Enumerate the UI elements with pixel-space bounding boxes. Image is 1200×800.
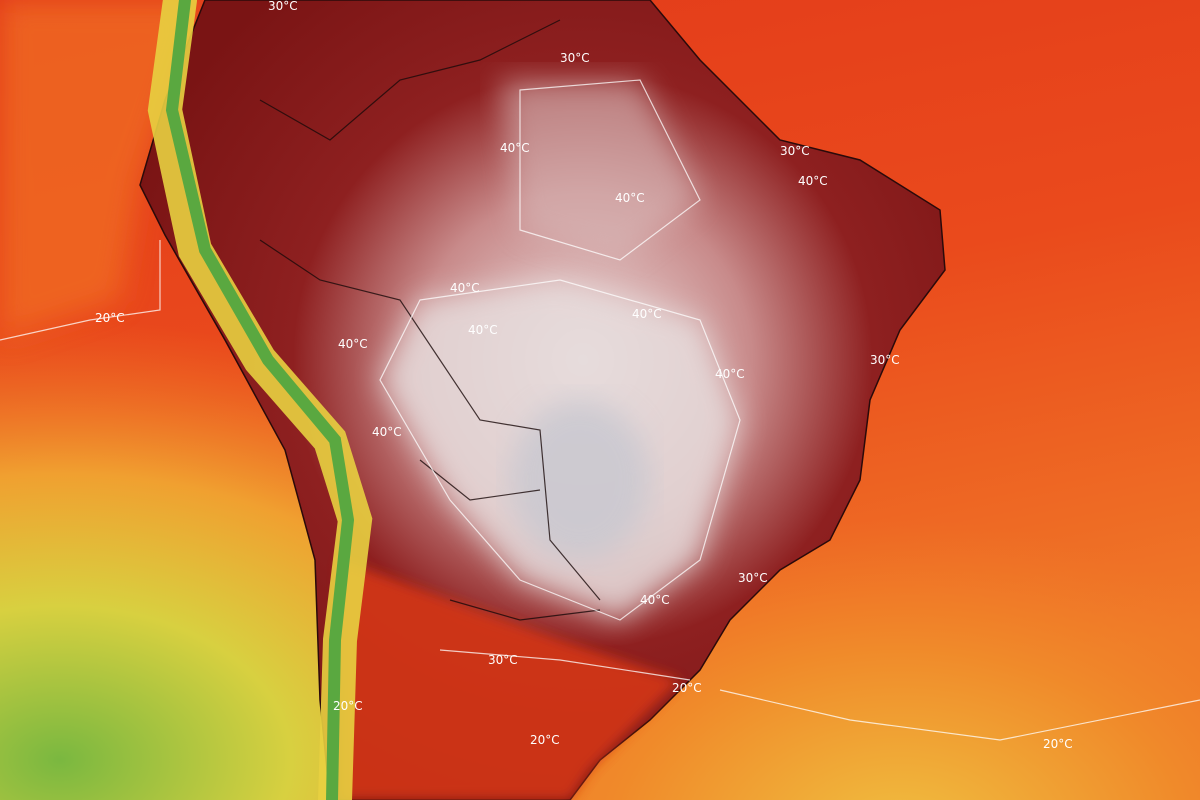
isotherm-label: 40°C bbox=[500, 141, 530, 155]
hot-core-grey bbox=[510, 400, 650, 560]
isotherm-lines bbox=[0, 79, 1200, 741]
isotherm-label: 40°C bbox=[468, 323, 498, 337]
isotherm-label: 40°C bbox=[372, 425, 402, 439]
isotherm-label: 20°C bbox=[530, 733, 560, 747]
isotherm-label: 40°C bbox=[715, 367, 745, 381]
isotherm-label: 30°C bbox=[268, 0, 298, 13]
isotherm-label: 40°C bbox=[338, 337, 368, 351]
isotherm-label: 20°C bbox=[333, 699, 363, 713]
isotherm-label: 40°C bbox=[450, 281, 480, 295]
isotherm-label: 30°C bbox=[870, 353, 900, 367]
isotherm-label: 20°C bbox=[1043, 737, 1073, 751]
west-orange-band bbox=[0, 0, 200, 340]
isotherm-label: 30°C bbox=[780, 144, 810, 158]
northern-pale-area bbox=[500, 80, 700, 260]
isotherm-label: 20°C bbox=[672, 681, 702, 695]
andes-green-strip bbox=[165, 0, 355, 800]
isotherm-label: 30°C bbox=[488, 653, 518, 667]
southern-cone-red bbox=[340, 560, 680, 800]
isotherm-label: 30°C bbox=[738, 571, 768, 585]
isotherm-label: 20°C bbox=[95, 311, 125, 325]
isotherm-label: 40°C bbox=[640, 593, 670, 607]
isotherm-labels: 30°C 40°C 40°C 30°C 40°C 20°C 40°C 40°C 40°C 40°C… bbox=[95, 0, 1073, 751]
isotherm-label: 40°C bbox=[615, 191, 645, 205]
isotherm-label: 30°C bbox=[560, 51, 590, 65]
isotherm-label: 40°C bbox=[632, 307, 662, 321]
country-borders bbox=[259, 19, 601, 621]
isotherm-label: 40°C bbox=[798, 174, 828, 188]
